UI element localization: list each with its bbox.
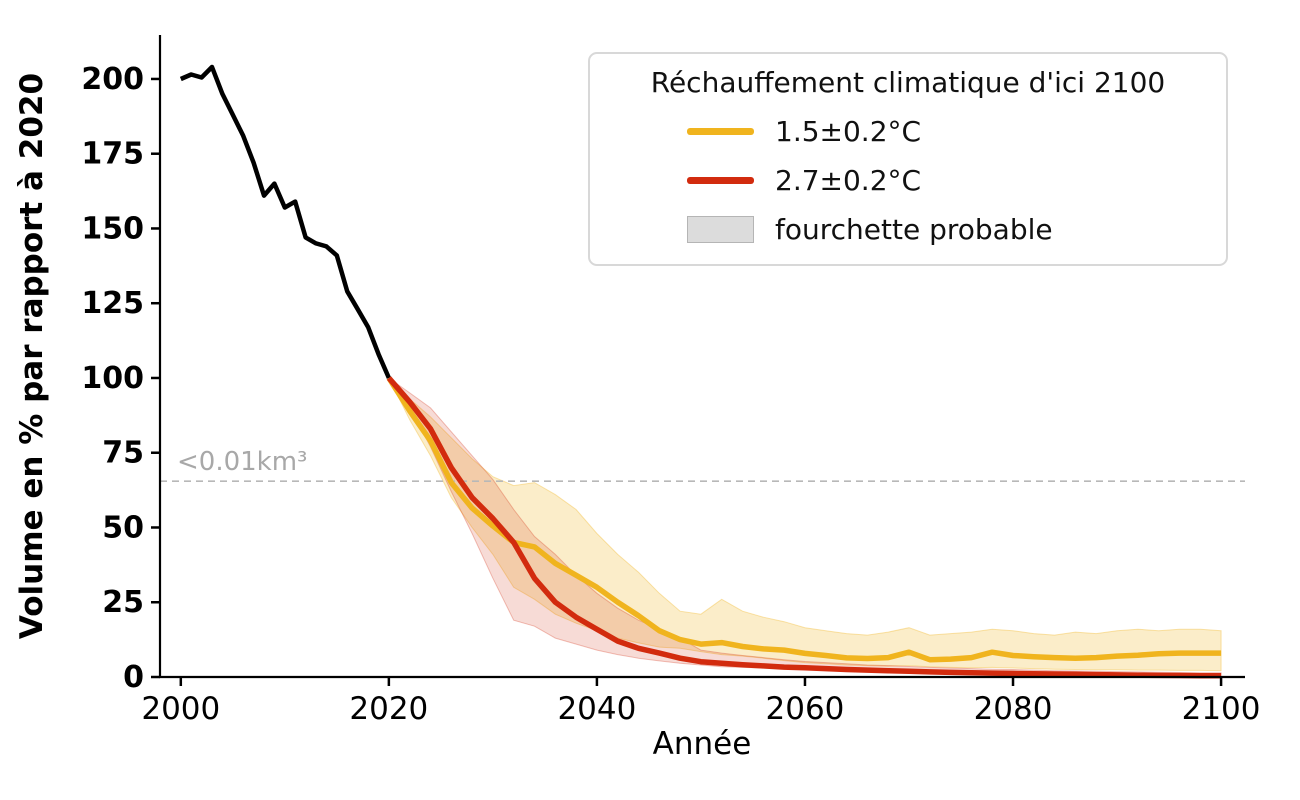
legend-title: Réchauffement climatique d'ici 2100 [650, 66, 1166, 99]
y-tick-label-0: 0 [123, 660, 144, 695]
x-tick-label-2060: 2060 [766, 691, 845, 727]
x-axis-label: Année [653, 726, 752, 762]
y-tick-label-200: 200 [81, 62, 144, 97]
legend-line-swatch-1-5c [687, 128, 754, 135]
legend-item-label: fourchette probable [775, 213, 1053, 246]
x-tick-label-2080: 2080 [974, 691, 1053, 727]
x-tick-label-2100: 2100 [1182, 691, 1261, 727]
y-tick-label-100: 100 [81, 361, 144, 396]
legend-item-2-7c: 2.7±0.2°C [590, 156, 1226, 205]
legend-line-swatch-2-7c [687, 177, 754, 184]
scenario-line-2 [386, 376, 1222, 679]
y-axis-label: Volume en % par rapport à 2020 [14, 73, 50, 639]
y-tick-label-75: 75 [102, 436, 144, 471]
y-tick-label-125: 125 [81, 286, 144, 321]
legend-patch-swatch [687, 216, 754, 243]
y-tick-label-50: 50 [102, 510, 144, 545]
y-tick-label-175: 175 [81, 137, 144, 172]
x-tick-label-2040: 2040 [557, 691, 636, 727]
legend-item-label: 2.7±0.2°C [775, 164, 922, 197]
historical-line [179, 64, 391, 379]
legend-item-likely-range: fourchette probable [590, 205, 1226, 254]
x-tick-label-2020: 2020 [349, 691, 428, 727]
x-tick-label-2000: 2000 [141, 691, 220, 727]
scenario-line-1 [386, 376, 1222, 663]
legend: Réchauffement climatique d'ici 2100 1.5±… [588, 52, 1228, 266]
legend-item-label: 1.5±0.2°C [775, 115, 922, 148]
threshold-label: <0.01km³ [177, 447, 307, 477]
y-tick-label-25: 25 [102, 585, 144, 620]
y-tick-label-150: 150 [81, 211, 144, 246]
legend-item-1-5c: 1.5±0.2°C [590, 107, 1226, 156]
